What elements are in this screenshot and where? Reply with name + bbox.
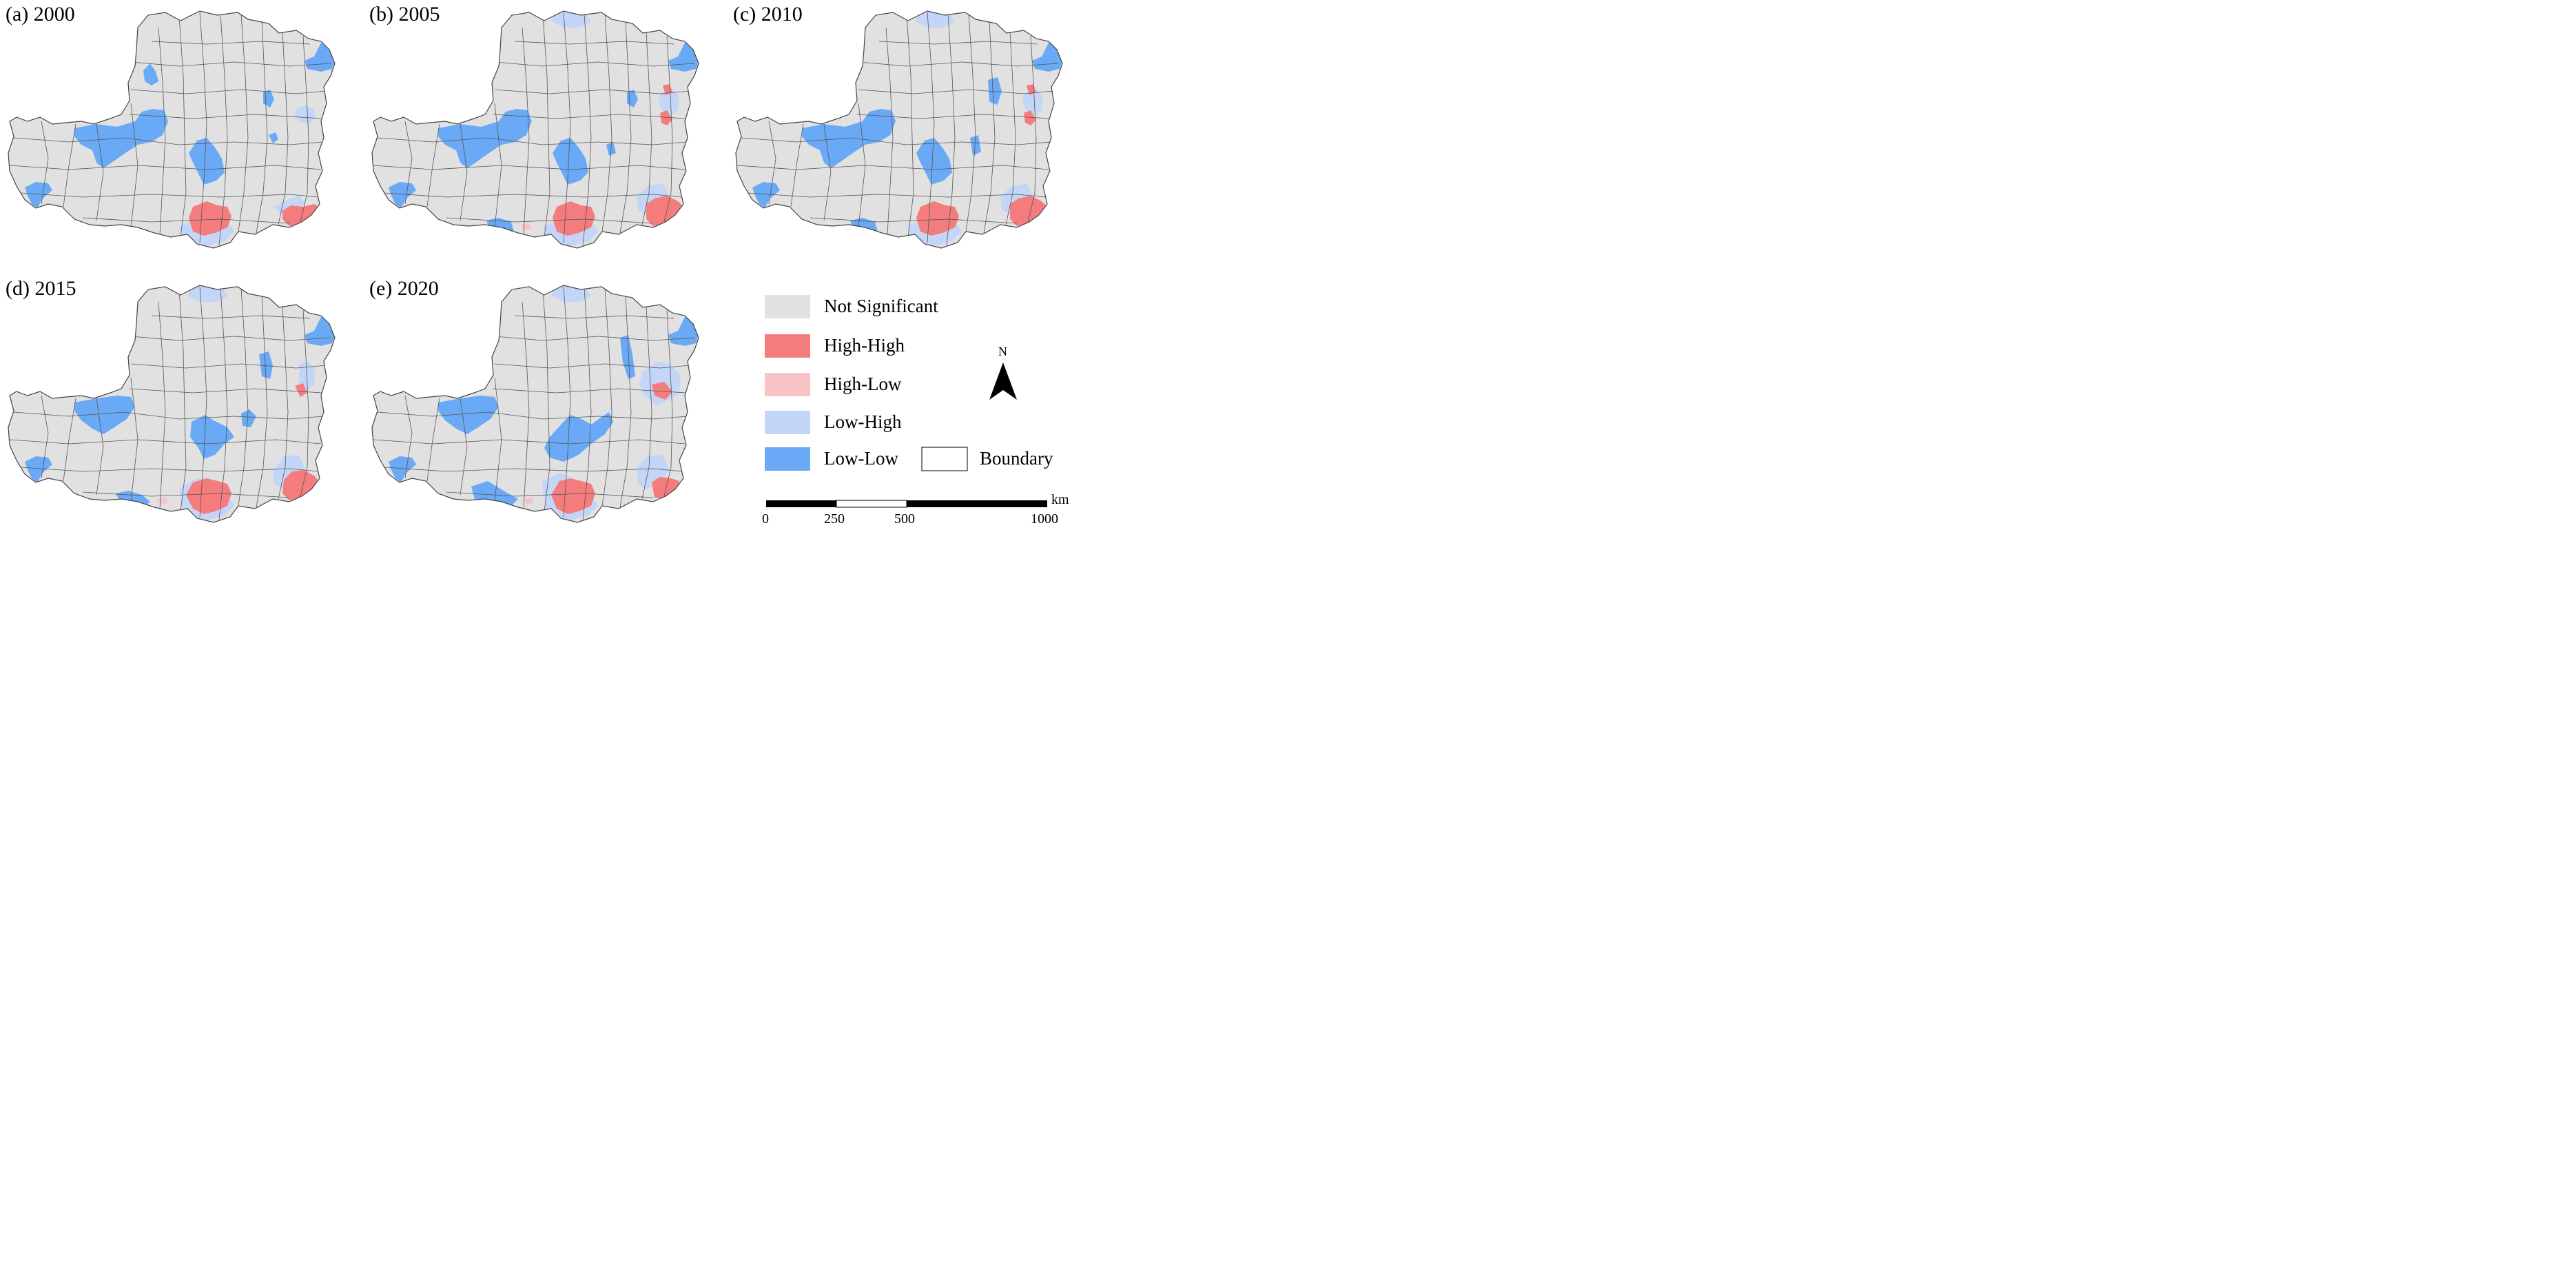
low-high-region [273, 455, 306, 489]
high-high-region [186, 478, 231, 514]
high-high-region [652, 382, 672, 400]
low-low-region [389, 456, 416, 482]
low-low-region [620, 335, 635, 379]
map-2015 [8, 285, 336, 523]
legend-swatch-high-low [765, 373, 810, 396]
panel-title: (d) 2015 [6, 277, 76, 300]
map-panel-2020: (e) 2020 [364, 274, 722, 536]
boundary-lines [373, 286, 695, 520]
high-low-region [521, 223, 532, 230]
low-low-region [438, 109, 532, 168]
legend-swatch-high-high [765, 334, 810, 358]
low-low-region [988, 77, 1002, 105]
legend-label-not-significant: Not Significant [824, 296, 938, 316]
legend-label-low-high: Low-High [824, 411, 902, 432]
low-low-region [553, 138, 588, 185]
low-low-region [389, 182, 416, 208]
low-high-region [1000, 183, 1033, 215]
map-2000 [8, 10, 336, 249]
boundary-lines [736, 12, 1059, 246]
low-low-region [259, 351, 273, 379]
high-high-region [282, 204, 322, 226]
legend-label-high-low: High-Low [824, 374, 902, 394]
clusters [389, 285, 699, 521]
legend-swatch-low-high [765, 411, 810, 434]
legend-label-high-high: High-High [824, 335, 905, 356]
high-low-region [524, 498, 535, 504]
low-low-region [269, 132, 278, 143]
scale-tick-1000: 1000 [1031, 511, 1058, 527]
low-low-region [802, 109, 896, 168]
legend-label-low-low: Low-Low [824, 448, 898, 469]
low-high-region [637, 183, 670, 215]
low-low-region [25, 182, 52, 208]
high-high-region [660, 110, 672, 125]
high-low-region [157, 498, 168, 504]
scale-tick-500: 500 [894, 511, 915, 527]
boundary-lines [9, 12, 331, 246]
high-high-region [1024, 110, 1036, 125]
panel-title: (c) 2010 [733, 3, 803, 25]
north-label: N [998, 345, 1007, 358]
north-arrow-icon [989, 363, 1017, 400]
legend [765, 295, 968, 471]
high-high-region [652, 477, 679, 499]
boundary-lines [373, 12, 695, 246]
low-low-region [438, 396, 499, 434]
low-high-region [295, 105, 316, 124]
low-high-region [299, 361, 316, 390]
scale-bar [766, 500, 1047, 508]
panel-title: (a) 2000 [6, 3, 75, 25]
low-low-region [970, 135, 981, 156]
low-low-region [189, 138, 225, 185]
legend-label-boundary: Boundary [980, 448, 1053, 469]
panel-title: (e) 2020 [369, 277, 439, 300]
map-2005 [371, 10, 699, 249]
legend-swatch-boundary [921, 447, 968, 471]
low-high-region [273, 196, 306, 215]
maps-canvas [8, 10, 1063, 523]
low-low-region [544, 412, 613, 462]
legend-swatch-not-significant [765, 295, 810, 318]
map-panel-2005: (b) 2005 [364, 0, 722, 262]
low-low-region [143, 63, 158, 85]
legend-swatch-low-low [765, 447, 810, 471]
low-low-region [752, 182, 780, 208]
low-high-region [637, 455, 670, 489]
low-high-region [659, 88, 679, 116]
low-low-region [190, 415, 234, 459]
low-low-region [74, 109, 168, 168]
map-2020 [371, 285, 699, 523]
scale-tick-0: 0 [762, 511, 769, 527]
map-panel-2000: (a) 2000 [0, 0, 358, 262]
low-high-region [1022, 88, 1043, 116]
low-low-region [25, 456, 52, 482]
boundary-lines [9, 286, 331, 520]
panel-title: (b) 2005 [369, 3, 440, 25]
scale-unit-label: km [1051, 492, 1069, 507]
low-low-region [74, 396, 135, 434]
map-2010 [735, 10, 1063, 249]
map-panel-2015: (d) 2015 [0, 274, 358, 536]
high-high-region [295, 383, 307, 397]
scale-tick-250: 250 [824, 511, 845, 527]
low-low-region [241, 409, 256, 427]
map-panel-2010: (c) 2010 [728, 0, 1079, 262]
clusters [25, 285, 335, 521]
low-low-region [916, 138, 952, 185]
